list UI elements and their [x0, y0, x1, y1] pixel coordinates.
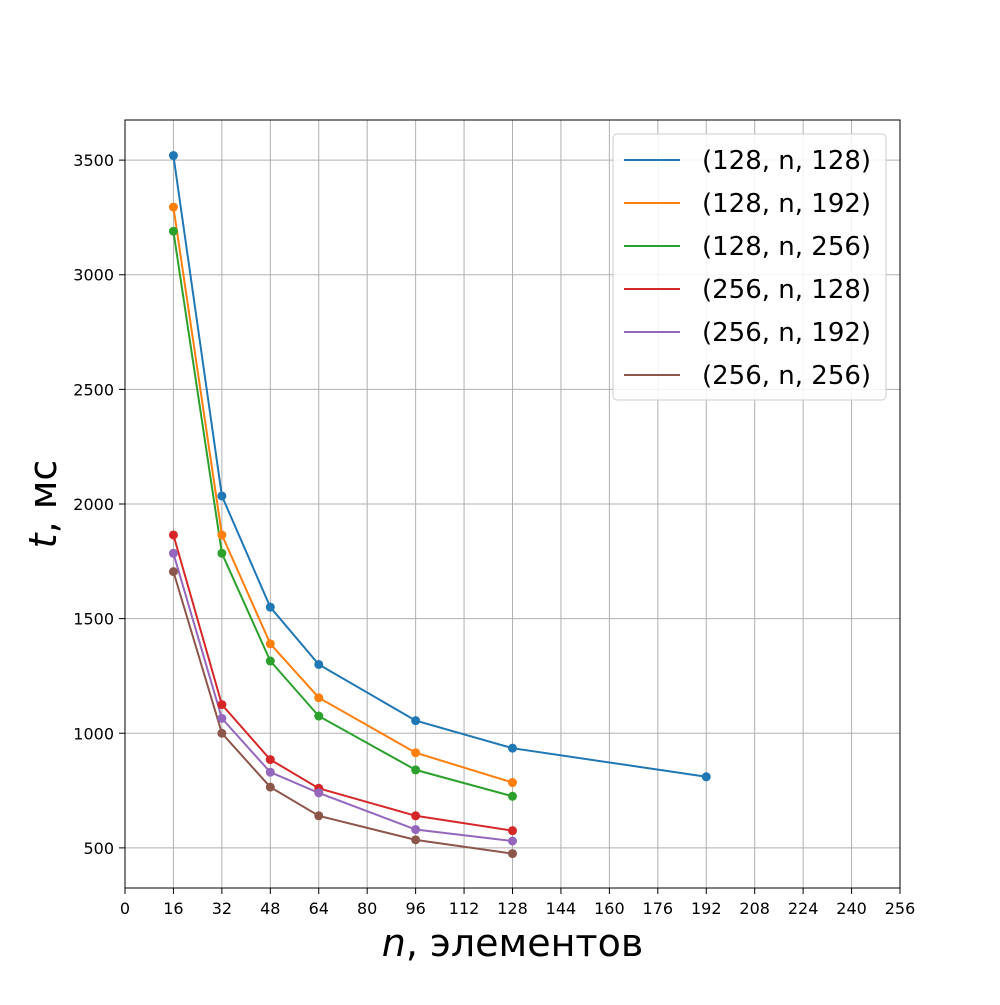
data-point: [168, 567, 178, 577]
data-point: [508, 826, 517, 836]
x-tick-label: 112: [449, 899, 480, 918]
data-point: [265, 767, 275, 777]
data-point: [411, 716, 421, 726]
legend-label: (256, n, 128): [702, 275, 871, 305]
x-tick-label: 0: [120, 899, 130, 918]
legend-label: (256, n, 256): [702, 361, 871, 391]
y-tick-label: 2000: [73, 495, 114, 514]
y-tick-label: 2500: [73, 380, 114, 399]
data-point: [314, 811, 324, 821]
x-tick-label: 16: [163, 899, 183, 918]
data-point: [265, 656, 275, 666]
x-tick-label: 96: [405, 899, 425, 918]
x-axis-label-var: n: [382, 921, 406, 965]
data-point: [411, 748, 421, 758]
x-tick-label: 48: [260, 899, 280, 918]
legend-label: (128, n, 128): [702, 146, 871, 176]
y-axis-ticks: 500 1000 1500 2000 2500 3000 3500: [73, 151, 125, 858]
data-point: [508, 849, 517, 859]
data-point: [217, 700, 227, 710]
legend-label: (128, n, 256): [702, 232, 871, 262]
x-tick-label: 80: [357, 899, 377, 918]
data-point: [314, 788, 324, 798]
x-tick-label: 208: [739, 899, 770, 918]
x-axis-label: n, элементов: [382, 921, 643, 965]
data-point: [265, 782, 275, 792]
data-point: [168, 548, 178, 558]
data-point: [265, 602, 275, 612]
data-point: [411, 765, 421, 775]
data-point: [265, 755, 275, 765]
series-line-4: [172, 553, 513, 842]
x-tick-label: 224: [788, 899, 819, 918]
data-point: [217, 530, 227, 540]
series-line-3: [172, 534, 513, 832]
series-line-1: [172, 206, 513, 784]
legend-box: [612, 133, 887, 401]
x-axis-ticks: 0 16 32 48 64 80 96 112 128 144 160 176 192 208 224 240…: [120, 888, 915, 918]
y-tick-label: 1500: [73, 610, 114, 629]
data-point: [314, 693, 324, 703]
x-tick-label: 176: [643, 899, 674, 918]
legend-label: (256, n, 192): [702, 318, 871, 348]
x-tick-label: 64: [309, 899, 329, 918]
data-point: [217, 491, 227, 501]
y-axis-label: t, мс: [21, 460, 65, 549]
data-point: [508, 743, 517, 753]
data-point: [701, 772, 711, 782]
x-tick-label: 32: [212, 899, 232, 918]
data-point: [411, 811, 421, 821]
data-point: [217, 728, 227, 738]
y-axis-label-text: , мс: [21, 460, 65, 534]
y-tick-label: 3000: [73, 266, 114, 285]
x-tick-label: 128: [497, 899, 528, 918]
data-point: [508, 836, 517, 846]
data-point: [411, 825, 421, 835]
x-tick-label: 192: [691, 899, 722, 918]
y-tick-label: 1000: [73, 724, 114, 743]
data-point: [168, 530, 178, 540]
x-axis-label-text: , элементов: [406, 921, 643, 965]
legend-label: (128, n, 192): [702, 189, 871, 219]
x-tick-label: 160: [594, 899, 625, 918]
data-point: [508, 778, 517, 788]
data-point: [217, 548, 227, 558]
x-tick-label: 240: [836, 899, 867, 918]
data-point: [168, 202, 178, 212]
data-point: [314, 659, 324, 669]
series-points: [168, 151, 711, 859]
data-point: [411, 835, 421, 845]
y-axis-label-var: t: [21, 531, 65, 548]
series-line-5: [172, 571, 513, 855]
data-point: [217, 713, 227, 723]
series-line-2: [172, 231, 513, 798]
data-point: [168, 151, 178, 161]
data-point: [314, 711, 324, 721]
y-tick-label: 3500: [73, 151, 114, 170]
data-point: [265, 639, 275, 649]
legend: (128, n, 128) (128, n, 192) (128, n, 256) (…: [612, 133, 887, 401]
data-point: [508, 791, 517, 801]
data-point: [168, 226, 178, 236]
x-tick-label: 256: [885, 899, 916, 918]
y-tick-label: 500: [83, 839, 114, 858]
x-tick-label: 144: [546, 899, 577, 918]
